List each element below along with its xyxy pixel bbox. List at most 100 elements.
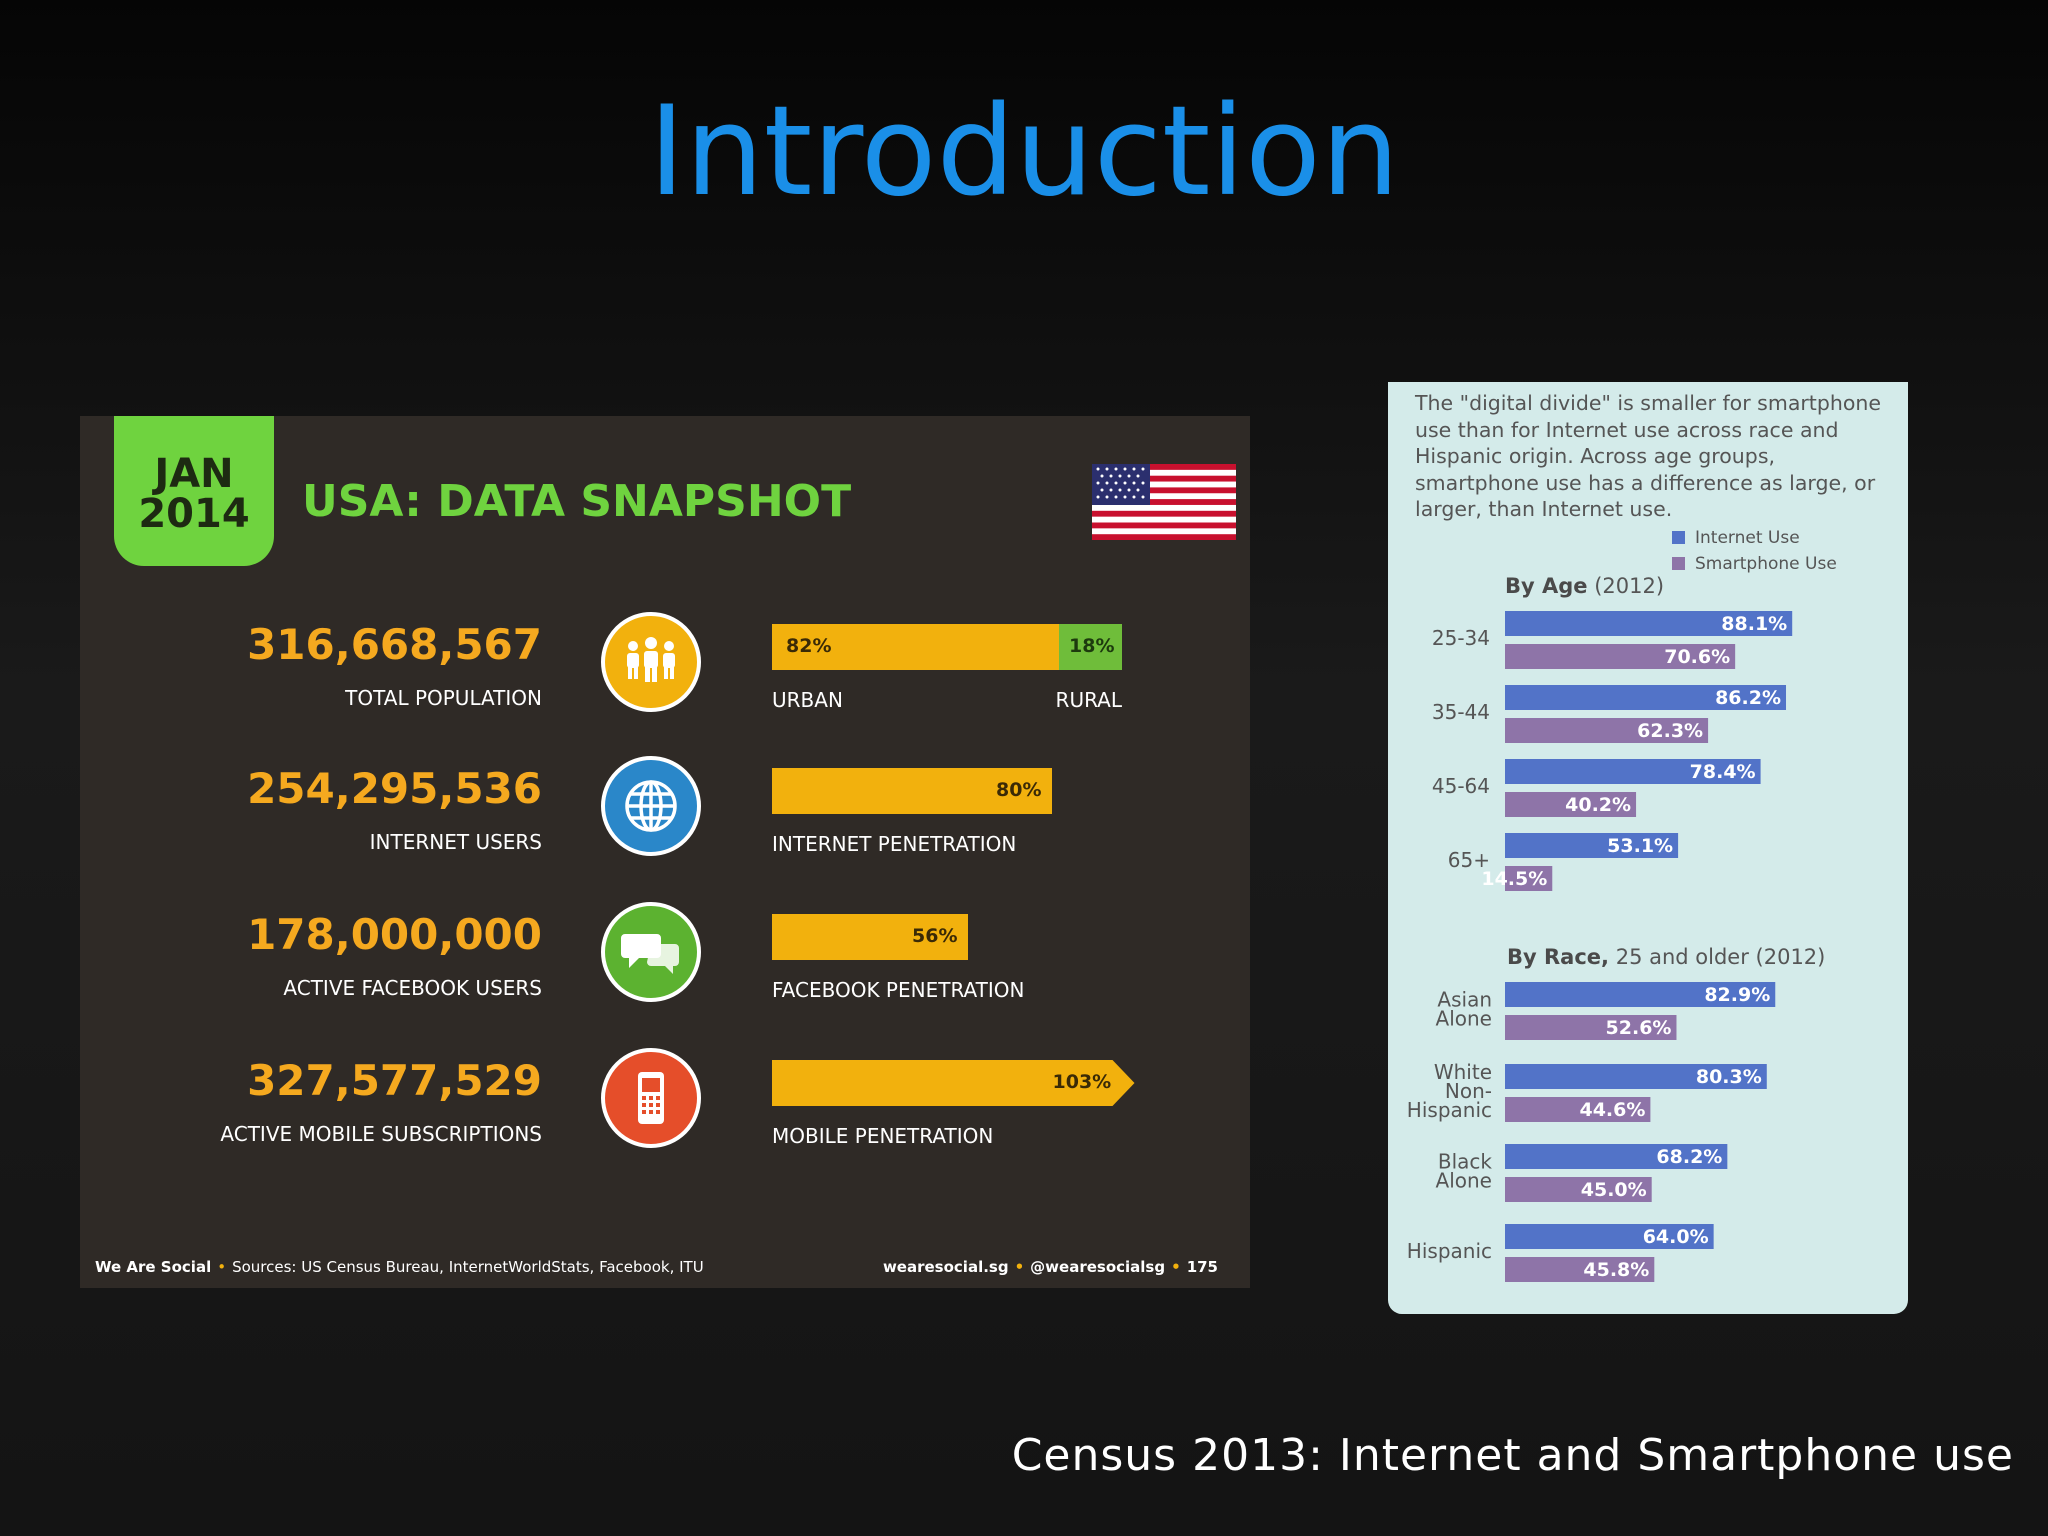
bar-smartphone	[1505, 1257, 1655, 1282]
snapshot-title: USA: DATA SNAPSHOT	[302, 476, 852, 527]
race-title-bold: By Race,	[1507, 945, 1610, 969]
stat-label: ACTIVE FACEBOOK USERS	[283, 976, 542, 1000]
category-label: Black Alone	[1436, 1150, 1493, 1193]
legend-smartphone-use: Smartphone Use	[1672, 554, 1837, 574]
data-label: 82.9%	[1704, 984, 1770, 1006]
census-digital-divide-chart: The "digital divide" is smaller for smar…	[1388, 382, 1908, 1314]
badge-month: JAN	[154, 451, 234, 497]
bar-smartphone	[1505, 1177, 1652, 1202]
urban-rural-bar: 82% 18%	[772, 624, 1122, 670]
legend-swatch-smartphone	[1672, 557, 1685, 570]
data-label: 86.2%	[1715, 687, 1781, 709]
people-icon	[601, 612, 701, 712]
bar-internet	[1505, 611, 1793, 636]
bar-internet	[1505, 833, 1679, 858]
data-label: 70.6%	[1664, 646, 1730, 668]
bar-internet	[1505, 759, 1761, 784]
date-badge: JAN 2014	[114, 416, 274, 566]
age-section-title: By Age (2012)	[1505, 574, 1664, 598]
stat-value: 327,577,529	[247, 1056, 542, 1105]
bar-smartphone	[1505, 1015, 1677, 1040]
legend-label: Smartphone Use	[1695, 554, 1837, 574]
facebook-penetration-label: FACEBOOK PENETRATION	[772, 978, 1025, 1002]
rural-label: RURAL	[1055, 688, 1122, 712]
stat-label: INTERNET USERS	[369, 830, 542, 854]
bar-internet	[1505, 1064, 1767, 1089]
bar-internet	[1505, 1224, 1714, 1249]
stat-row-population: 316,668,567 TOTAL POPULATION 82% 18% URB…	[80, 612, 1250, 750]
mobile-phone-icon	[601, 1048, 701, 1148]
globe-icon	[601, 756, 701, 856]
facebook-bar-fill	[772, 914, 968, 960]
category-label: Hispanic	[1407, 1239, 1492, 1263]
bar-internet	[1505, 982, 1776, 1007]
slide-caption: Census 2013: Internet and Smartphone use	[1011, 1430, 2014, 1481]
mobile-penetration-label: MOBILE PENETRATION	[772, 1124, 994, 1148]
bar-smartphone	[1505, 792, 1637, 817]
category-label: Asian Alone	[1436, 988, 1492, 1031]
legend-label: Internet Use	[1695, 528, 1800, 548]
data-label: 45.0%	[1581, 1179, 1647, 1201]
footer-brand: We Are Social	[95, 1258, 212, 1276]
data-label: 44.6%	[1579, 1099, 1645, 1121]
data-label: 64.0%	[1643, 1226, 1709, 1248]
us-flag-icon	[1092, 464, 1236, 540]
urban-label: URBAN	[772, 688, 843, 712]
urban-pct: 82%	[786, 635, 832, 657]
snapshot-footer-credits: wearesocial.sg • @wearesocialsg • 175	[882, 1258, 1218, 1276]
data-label: 14.5%	[1481, 868, 1547, 890]
mobile-bar-fill	[772, 1060, 1135, 1106]
footer-page: 175	[1186, 1258, 1218, 1276]
legend-swatch-internet	[1672, 531, 1685, 544]
rural-pct: 18%	[1069, 635, 1115, 657]
chat-bubbles-icon	[601, 902, 701, 1002]
race-section-title: By Race, 25 and older (2012)	[1507, 945, 1825, 969]
stat-row-mobile: 327,577,529 ACTIVE MOBILE SUBSCRIPTIONS …	[80, 1048, 1250, 1186]
bar-smartphone	[1505, 718, 1709, 743]
legend-internet-use: Internet Use	[1672, 528, 1800, 548]
bar-smartphone	[1505, 1097, 1651, 1122]
snapshot-footer-sources: We Are Social • Sources: US Census Bureau,…	[95, 1258, 704, 1276]
category-label: White Non-Hispanic	[1407, 1060, 1492, 1122]
facebook-pct: 56%	[912, 925, 958, 947]
category-label: 25-34	[1432, 626, 1490, 650]
internet-penetration-label: INTERNET PENETRATION	[772, 832, 1017, 856]
footer-site: wearesocial.sg	[882, 1258, 1009, 1276]
data-label: 80.3%	[1696, 1066, 1762, 1088]
mobile-pct: 103%	[1052, 1071, 1112, 1093]
facebook-penetration-bar: 56%	[772, 914, 1072, 960]
stat-label: TOTAL POPULATION	[345, 686, 542, 710]
data-label: 52.6%	[1606, 1017, 1672, 1039]
census-intro-text: The "digital divide" is smaller for smar…	[1415, 391, 1881, 521]
rural-bar-fill	[1059, 624, 1122, 670]
race-title-rest: 25 and older (2012)	[1609, 945, 1826, 969]
usa-data-snapshot-panel: JAN 2014 USA: DATA SNAPSHOT 316,668,567	[80, 416, 1250, 1288]
age-title-bold: By Age	[1505, 574, 1588, 598]
data-label: 40.2%	[1565, 794, 1631, 816]
data-label: 78.4%	[1690, 761, 1756, 783]
internet-bar-fill	[772, 768, 1052, 814]
stat-label: ACTIVE MOBILE SUBSCRIPTIONS	[220, 1122, 542, 1146]
bar-internet	[1505, 1144, 1728, 1169]
stat-value: 254,295,536	[247, 764, 542, 813]
slide-title: Introduction	[648, 80, 1400, 224]
badge-year: 2014	[138, 491, 250, 537]
internet-pct: 80%	[996, 779, 1042, 801]
stat-value: 316,668,567	[247, 620, 542, 669]
bar-smartphone	[1505, 644, 1736, 669]
category-label: 65+	[1448, 848, 1490, 872]
bar-smartphone	[1505, 866, 1553, 891]
category-label: 45-64	[1432, 774, 1490, 798]
data-label: 62.3%	[1637, 720, 1703, 742]
age-title-rest: (2012)	[1587, 574, 1665, 598]
stat-value: 178,000,000	[247, 910, 542, 959]
census-bars-svg: 25-34 88.1% 70.6% 35-44 86.2% 62.3% 45-64 78.4%…	[1407, 611, 1793, 1282]
data-label: 45.8%	[1583, 1259, 1649, 1281]
footer-sources: Sources: US Census Bureau, InternetWorld…	[232, 1258, 704, 1276]
stat-row-internet: 254,295,536 INTERNET USERS 80% INTERNET …	[80, 756, 1250, 894]
stat-row-facebook: 178,000,000 ACTIVE FACEBOOK USERS 56% FA…	[80, 902, 1250, 1040]
category-label: 35-44	[1432, 700, 1490, 724]
data-label: 53.1%	[1607, 835, 1673, 857]
bar-internet	[1505, 685, 1787, 710]
data-label: 68.2%	[1656, 1146, 1722, 1168]
